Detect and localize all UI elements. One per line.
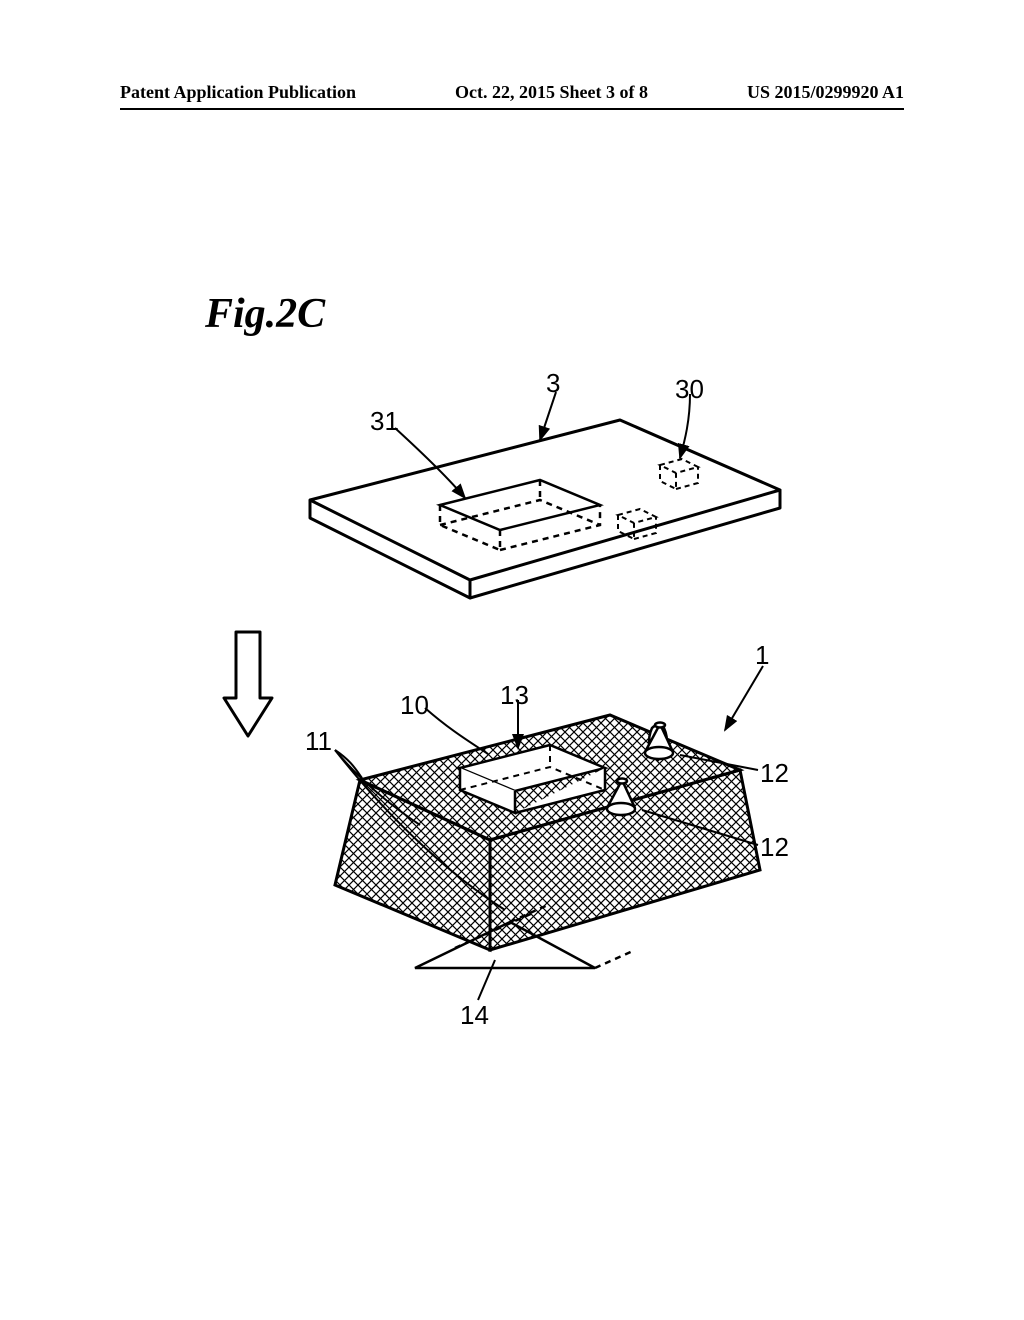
upper-plate-figure — [240, 380, 800, 640]
page: Patent Application Publication Oct. 22, … — [0, 0, 1024, 1320]
header-right: US 2015/0299920 A1 — [747, 82, 904, 103]
lower-block-figure — [250, 660, 810, 1040]
header-rule — [120, 108, 904, 110]
figure-label: Fig.2C — [205, 290, 325, 338]
page-header: Patent Application Publication Oct. 22, … — [120, 82, 904, 103]
header-left: Patent Application Publication — [120, 82, 356, 103]
header-center: Oct. 22, 2015 Sheet 3 of 8 — [455, 82, 648, 103]
